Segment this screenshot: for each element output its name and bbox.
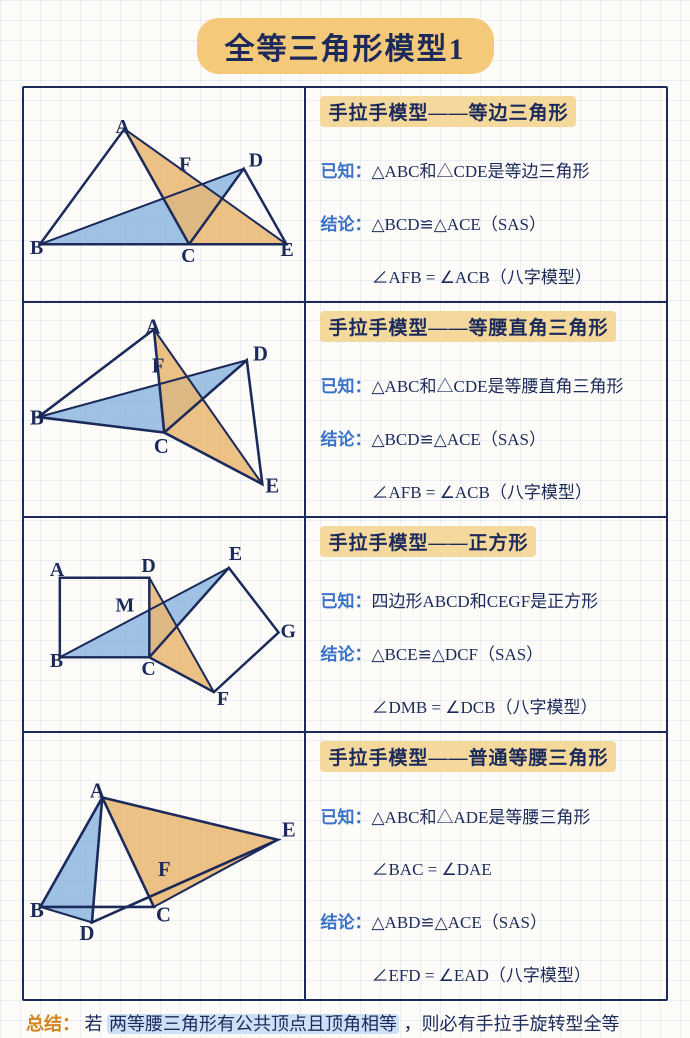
svg-text:C: C	[141, 658, 155, 680]
svg-text:D: D	[249, 150, 263, 172]
svg-text:M: M	[116, 594, 135, 616]
svg-text:F: F	[179, 154, 191, 176]
svg-text:D: D	[80, 923, 95, 945]
svg-text:E: E	[265, 476, 279, 498]
text-cell-1: 手拉手模型——等边三角形 已知：△ABC和△CDE是等边三角形 结论：△BCD≌…	[306, 88, 666, 301]
row-subtitle: 手拉手模型——正方形	[320, 526, 536, 557]
model-table: A B C D E F 手拉手模型——等边三角形 已知：△ABC和△CDE是等边三角形…	[22, 86, 668, 1001]
svg-text:A: A	[146, 319, 161, 338]
diagram-cell-1: A B C D E F	[24, 88, 306, 301]
summary-post: ，则必有手拉手旋转型全等	[404, 1014, 620, 1034]
svg-text:E: E	[229, 543, 242, 565]
row-body: 已知：△ABC和△CDE是等边三角形 结论：△BCD≌△ACE（SAS） 结论：…	[320, 133, 656, 291]
page-title-wrap: 全等三角形模型1	[22, 18, 668, 74]
table-row: A B C D E F G M 手拉手模型——正方形 已知：四边形ABCD和CEGF是正…	[24, 518, 666, 733]
row-subtitle: 手拉手模型——普通等腰三角形	[320, 741, 616, 772]
table-row: A B C D E F 手拉手模型——等腰直角三角形 已知：△ABC和△CDE是等腰直…	[24, 303, 666, 518]
diagram-3: A B C D E F G M	[30, 538, 298, 712]
svg-text:B: B	[30, 238, 43, 260]
svg-text:C: C	[181, 246, 195, 268]
svg-text:F: F	[217, 688, 229, 710]
svg-text:D: D	[253, 344, 268, 366]
svg-text:F: F	[158, 859, 171, 881]
svg-text:C: C	[156, 905, 171, 927]
text-cell-4: 手拉手模型——普通等腰三角形 已知：△ABC和△ADE是等腰三角形 已知：∠BA…	[306, 733, 666, 999]
row-body: 已知：△ABC和△ADE是等腰三角形 已知：∠BAC = ∠DAE 结论：△AB…	[320, 778, 656, 989]
svg-text:A: A	[50, 558, 65, 580]
summary-pre: 若	[85, 1014, 103, 1034]
svg-text:F: F	[152, 356, 165, 378]
table-row: A B C D E F 手拉手模型——等边三角形 已知：△ABC和△CDE是等边三角形…	[24, 88, 666, 303]
table-row: A B C D E F 手拉手模型——普通等腰三角形 已知：△ABC和△ADE是等腰三…	[24, 733, 666, 999]
diagram-4: A B C D E F	[30, 783, 298, 948]
row-body: 已知：△ABC和△CDE是等腰直角三角形 结论：△BCD≌△ACE（SAS） 结…	[320, 348, 656, 506]
diagram-cell-2: A B C D E F	[24, 303, 306, 516]
svg-text:G: G	[281, 620, 296, 642]
diagram-cell-4: A B C D E F	[24, 733, 306, 999]
svg-text:A: A	[116, 117, 131, 138]
summary-highlight: 两等腰三角形有公共顶点且顶角相等	[107, 1014, 399, 1034]
text-cell-2: 手拉手模型——等腰直角三角形 已知：△ABC和△CDE是等腰直角三角形 结论：△…	[306, 303, 666, 516]
diagram-2: A B C D E F	[30, 319, 298, 500]
svg-text:E: E	[281, 240, 294, 262]
svg-text:B: B	[30, 408, 44, 430]
svg-text:B: B	[50, 650, 63, 672]
svg-text:B: B	[30, 901, 44, 923]
svg-text:D: D	[141, 554, 155, 576]
row-subtitle: 手拉手模型——等腰直角三角形	[320, 311, 616, 342]
diagram-cell-3: A B C D E F G M	[24, 518, 306, 731]
diagram-1: A B C D E F	[30, 117, 298, 271]
svg-text:E: E	[282, 820, 296, 842]
text-cell-3: 手拉手模型——正方形 已知：四边形ABCD和CEGF是正方形 结论：△BCE≌△…	[306, 518, 666, 731]
svg-text:A: A	[90, 783, 105, 802]
svg-text:C: C	[154, 436, 169, 458]
summary-footer: 总结： 若 两等腰三角形有公共顶点且顶角相等 ，则必有手拉手旋转型全等	[22, 1011, 668, 1038]
summary-tag: 总结：	[26, 1014, 80, 1034]
row-body: 已知：四边形ABCD和CEGF是正方形 结论：△BCE≌△DCF（SAS） 结论…	[320, 563, 656, 721]
row-subtitle: 手拉手模型——等边三角形	[320, 96, 576, 127]
page-title: 全等三角形模型1	[197, 18, 494, 74]
